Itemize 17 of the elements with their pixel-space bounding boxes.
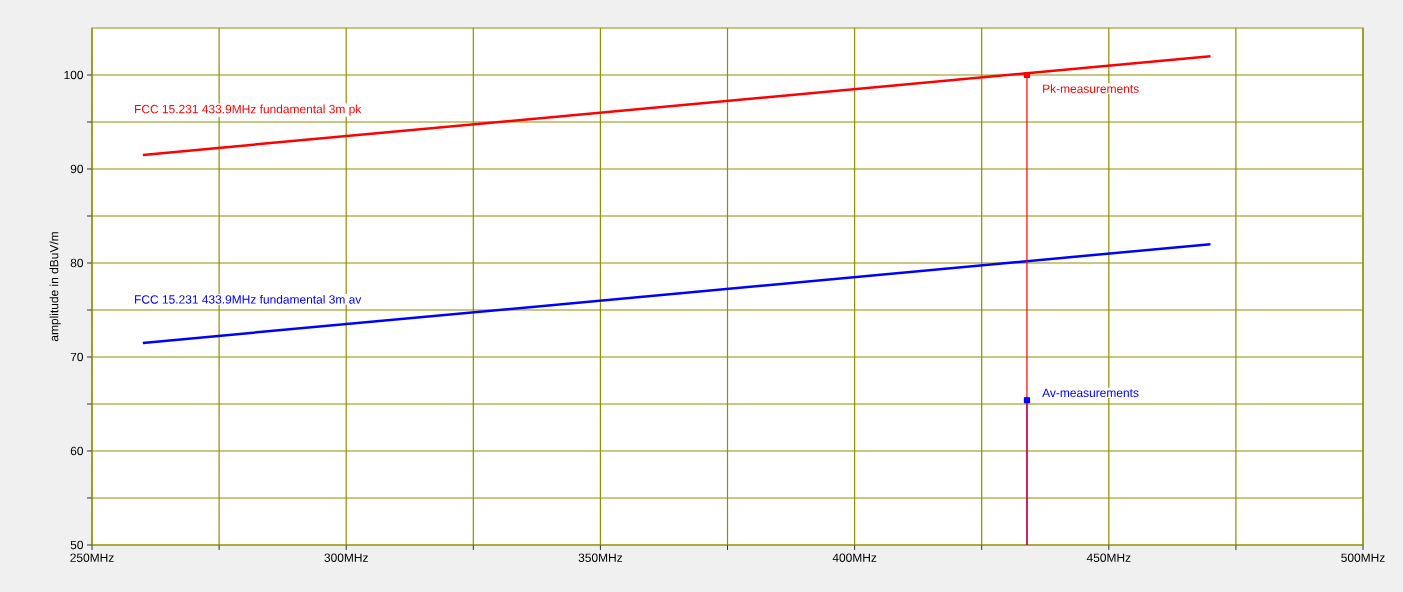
series-label: Pk-measurements — [1043, 84, 1139, 93]
x-tick-label: 250MHz — [70, 553, 114, 562]
y-tick-label: 70 — [70, 352, 84, 362]
x-tick-label: 500MHz — [1341, 553, 1385, 562]
series-label: FCC 15.231 433.9MHz fundamental 3m pk — [135, 104, 362, 116]
x-tick-label: 450MHz — [1086, 553, 1131, 562]
y-axis-title: amplitude in dBuV/m — [49, 232, 61, 342]
y-tick-label: 80 — [70, 258, 84, 268]
series-label: FCC 15.231 433.9MHz fundamental 3m av — [135, 294, 362, 304]
y-tick-label: 100 — [64, 70, 84, 80]
y-tick-label: 60 — [70, 446, 84, 456]
y-tick-label: 90 — [70, 164, 84, 174]
series-label: Av-measurements — [1042, 388, 1139, 398]
x-tick-label: 400MHz — [832, 553, 877, 562]
x-tick-label: 350MHz — [578, 553, 623, 562]
x-tick-label: 300MHz — [324, 553, 368, 562]
y-tick-label: 50 — [70, 540, 84, 550]
